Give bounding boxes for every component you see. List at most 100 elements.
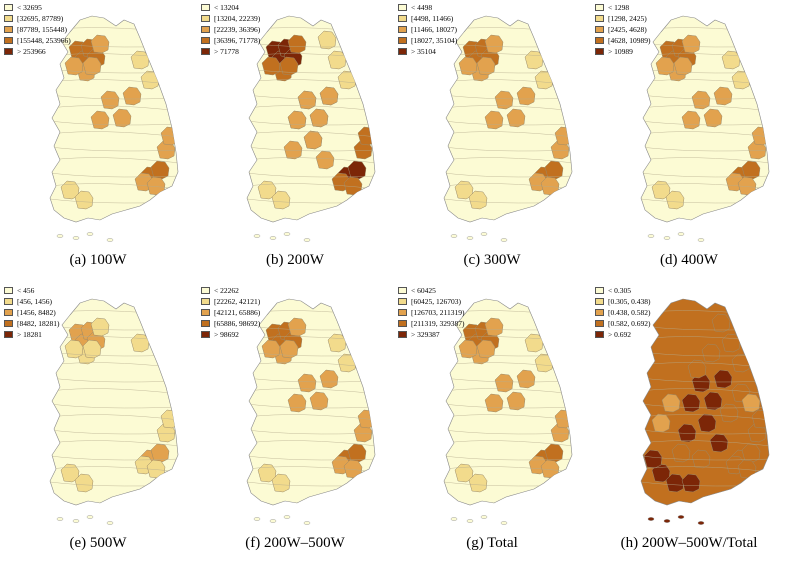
- legend-entry: > 0.692: [595, 329, 651, 339]
- island: [697, 238, 705, 242]
- legend-swatch: [4, 3, 13, 11]
- region-cell: [681, 34, 701, 54]
- island: [269, 236, 277, 240]
- legend-swatch: [398, 297, 407, 305]
- legend-label: [2425, 4628): [608, 24, 647, 34]
- map-panel: < 4498 [4498, 11466) [11466, 18027) [18027,…: [394, 0, 590, 283]
- region-cell: [287, 317, 307, 337]
- district-boundary: [247, 429, 375, 435]
- island: [500, 521, 508, 525]
- island: [106, 521, 114, 525]
- legend-label: < 4498: [411, 2, 433, 12]
- region-cell: [506, 108, 526, 128]
- legend-label: [8482, 18281): [17, 318, 60, 328]
- legend-entry: < 456: [4, 285, 60, 295]
- region-cell: [261, 56, 281, 76]
- region-cell: [74, 473, 94, 493]
- legend-entry: [2425, 4628): [595, 24, 651, 34]
- island: [86, 515, 94, 519]
- legend-entry: [22239, 36396): [201, 24, 260, 34]
- panel-caption: (f) 200W–500W: [245, 535, 345, 551]
- legend-label: > 18281: [17, 329, 42, 339]
- region-cell: [673, 56, 693, 76]
- legend-label: [1456, 8482): [17, 307, 56, 317]
- legend-swatch: [595, 14, 604, 22]
- panel-caption: (h) 200W–500W/Total: [620, 535, 758, 551]
- region-cell: [713, 86, 733, 106]
- region-map: [246, 15, 376, 242]
- legend-label: [11466, 18027): [411, 24, 457, 34]
- legend-swatch: [4, 319, 13, 327]
- legend-swatch: [595, 308, 604, 316]
- legend-swatch: [398, 36, 407, 44]
- district-boundary: [50, 131, 178, 138]
- legend-entry: [32695, 87789): [4, 13, 71, 23]
- legend-swatch: [398, 47, 407, 55]
- legend-label: > 35104: [411, 46, 436, 56]
- legend-swatch: [201, 319, 210, 327]
- district-boundary: [641, 440, 769, 447]
- legend-label: [32695, 87789): [17, 13, 64, 23]
- island: [106, 238, 114, 242]
- legend-label: > 0.692: [608, 329, 631, 339]
- legend-entry: [211319, 329387): [398, 318, 464, 328]
- legend-label: [0.438, 0.582): [608, 307, 651, 317]
- map-panel: < 1298 [1298, 2425) [2425, 4628) [4628, 109…: [591, 0, 787, 283]
- legend-swatch: [201, 36, 210, 44]
- legend-label: [22262, 42121): [214, 296, 261, 306]
- district-boundary: [247, 105, 375, 112]
- legend-entry: > 18281: [4, 329, 60, 339]
- district-boundary: [444, 183, 572, 190]
- region-cell: [665, 190, 685, 210]
- region-cell: [82, 56, 102, 76]
- legend-swatch: [398, 14, 407, 22]
- region-cell: [516, 369, 536, 389]
- region-map: [49, 298, 179, 525]
- region-cell: [703, 391, 723, 411]
- region-cell: [319, 369, 339, 389]
- legend-label: [60425, 126703): [411, 296, 461, 306]
- region-cell: [468, 190, 488, 210]
- district-boundary: [50, 440, 178, 447]
- region-map: [443, 298, 573, 525]
- legend-swatch: [201, 297, 210, 305]
- legend-swatch: [4, 14, 13, 22]
- map-legend: < 13204 [13204, 22239) [22239, 36396) [3639…: [201, 2, 260, 57]
- region-cell: [303, 130, 323, 150]
- legend-label: < 456: [17, 285, 35, 295]
- panel-caption: (b) 200W: [266, 252, 324, 268]
- legend-swatch: [595, 25, 604, 33]
- district-boundary: [444, 403, 572, 409]
- legend-entry: > 71778: [201, 46, 260, 56]
- region-cell: [701, 343, 721, 363]
- region-cell: [283, 140, 303, 160]
- legend-swatch: [201, 3, 210, 11]
- island: [72, 519, 80, 523]
- legend-swatch: [201, 330, 210, 338]
- region-cell: [671, 443, 691, 463]
- region-cell: [651, 413, 671, 433]
- region-cell: [484, 317, 504, 337]
- panel-caption: (e) 500W: [69, 535, 127, 551]
- region-cell: [60, 463, 80, 483]
- region-cell: [297, 373, 317, 393]
- region-cell: [506, 391, 526, 411]
- district-boundary: [641, 414, 769, 421]
- map-panel: < 22262 [22262, 42121) [42121, 65886) [6588…: [197, 283, 393, 566]
- district-boundary: [50, 414, 178, 421]
- district-boundary: [641, 183, 769, 190]
- legend-entry: [42121, 65886): [201, 307, 260, 317]
- district-boundary: [444, 414, 572, 421]
- region-map: [640, 15, 770, 242]
- legend-label: < 22262: [214, 285, 239, 295]
- legend-swatch: [201, 25, 210, 33]
- district-boundary: [247, 388, 375, 395]
- region-cell: [257, 463, 277, 483]
- legend-label: > 10989: [608, 46, 633, 56]
- legend-label: [4498, 11466): [411, 13, 454, 23]
- legend-entry: [22262, 42121): [201, 296, 260, 306]
- legend-swatch: [595, 47, 604, 55]
- district-boundary: [641, 455, 769, 461]
- region-cell: [60, 180, 80, 200]
- map-legend: < 4498 [4498, 11466) [11466, 18027) [18027,…: [398, 2, 457, 57]
